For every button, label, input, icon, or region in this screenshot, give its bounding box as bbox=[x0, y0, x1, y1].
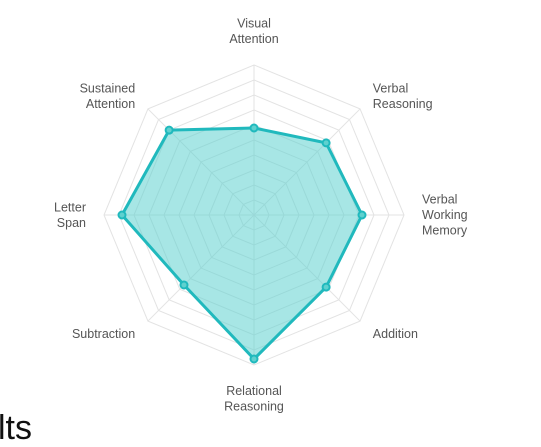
axis-label-line: Visual bbox=[237, 17, 271, 31]
axis-label-line: Span bbox=[57, 216, 86, 230]
axis-label: Relational Reasoning bbox=[224, 384, 284, 414]
axis-label-line: Attention bbox=[86, 97, 135, 111]
data-point bbox=[321, 138, 331, 148]
axis-label: Sustained Attention bbox=[80, 81, 136, 111]
axis-label-line: Verbal bbox=[373, 81, 408, 95]
data-point bbox=[249, 354, 259, 364]
axis-label-line: Working bbox=[422, 208, 468, 222]
axis-label-line: Subtraction bbox=[72, 327, 135, 341]
axis-label: Subtraction bbox=[72, 327, 135, 341]
axis-label-line: Letter bbox=[54, 200, 86, 214]
data-point bbox=[357, 210, 367, 220]
axis-label-line: Attention bbox=[229, 32, 278, 46]
axis-label: Addition bbox=[373, 327, 418, 341]
data-point bbox=[321, 282, 331, 292]
axis-label-line: Relational bbox=[226, 384, 282, 398]
axis-label-line: Reasoning bbox=[224, 400, 284, 414]
axis-label-line: Verbal bbox=[422, 193, 457, 207]
data-point bbox=[164, 125, 174, 135]
series-points bbox=[117, 123, 367, 364]
axis-label-line: Addition bbox=[373, 327, 418, 341]
axis-label: Verbal Reasoning bbox=[373, 81, 433, 111]
series-area bbox=[122, 128, 362, 359]
axis-label-line: Reasoning bbox=[373, 97, 433, 111]
axis-label: Verbal Working Memory bbox=[422, 193, 468, 238]
data-point bbox=[179, 280, 189, 290]
data-point bbox=[117, 210, 127, 220]
data-point bbox=[249, 123, 259, 133]
axis-label-line: Memory bbox=[422, 224, 468, 238]
footer-text-fragment: lts bbox=[0, 409, 32, 447]
axis-label-line: Sustained bbox=[80, 81, 136, 95]
axis-label: Letter Span bbox=[54, 200, 86, 230]
axis-label: Visual Attention bbox=[229, 17, 278, 47]
